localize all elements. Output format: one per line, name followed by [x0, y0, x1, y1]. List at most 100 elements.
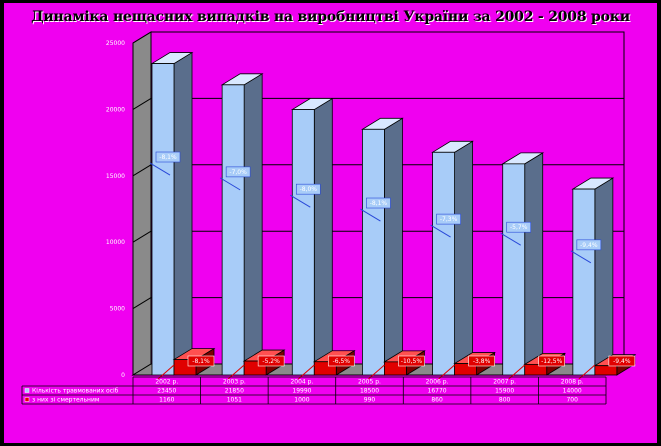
y-tick-label: 15000: [106, 173, 125, 180]
y-tick-label: 5000: [110, 306, 125, 313]
gridline-side: [132, 230, 152, 243]
bar-injured-3-front: [291, 109, 315, 376]
table-value-injured: 14000: [563, 388, 582, 395]
bar-injured-5-front: [432, 151, 455, 376]
change-label-text: -8,1%: [192, 358, 210, 365]
legend-label: з них зі смертельним: [32, 397, 99, 404]
bar-injured-6-side: [524, 152, 544, 376]
table-value-injured: 23450: [157, 388, 176, 395]
bar-injured-5: [431, 140, 474, 376]
y-tick-label: 0: [121, 372, 125, 379]
category-label: 2008 р.: [561, 379, 584, 386]
change-label-injured: -5,7%: [500, 221, 532, 246]
change-label-text: -9,4%: [580, 242, 598, 249]
gridline-side: [132, 97, 152, 110]
gridline-side: [132, 31, 152, 44]
change-label-box: [295, 183, 321, 195]
table-value-fatal: 700: [566, 397, 578, 404]
table-value-fatal: 1000: [294, 397, 309, 404]
y-tick-label: 10000: [106, 239, 125, 246]
table-value-fatal: 1051: [227, 397, 242, 404]
bar-fatal-6-front: [524, 363, 548, 376]
category-label: 2005 р.: [358, 379, 381, 386]
table-value-fatal: 800: [499, 397, 511, 404]
bar-injured-3-side: [313, 97, 333, 376]
bar-injured-7-side: [594, 177, 614, 376]
leader-line: [360, 208, 381, 222]
table-value-fatal: 860: [431, 397, 443, 404]
change-label-box: [436, 213, 461, 225]
change-label-box: [398, 355, 425, 367]
side-wall: [132, 31, 152, 376]
change-label-injured: -7,3%: [430, 213, 461, 238]
bar-injured-1: [150, 51, 194, 376]
change-label-text: -5,2%: [262, 358, 280, 365]
bar-injured-6-front: [502, 163, 526, 376]
bar-injured-4: [361, 117, 404, 376]
leader-line: [219, 177, 241, 191]
gridline-side: [132, 164, 152, 177]
change-label-box: [225, 166, 251, 178]
bar-injured-1-side: [173, 51, 193, 376]
bar-injured-2: [220, 73, 264, 376]
change-label-injured: -8,0%: [290, 183, 321, 208]
change-label-injured: -9,4%: [570, 239, 602, 264]
change-label-text: -3,8%: [473, 358, 491, 365]
change-label-box: [468, 355, 495, 367]
leader-line: [570, 250, 592, 264]
bar-injured-2-front: [221, 84, 245, 376]
change-label-text: -12,5%: [541, 358, 563, 365]
change-label-box: [506, 221, 532, 233]
change-label-injured: -8,1%: [149, 151, 181, 176]
y-tick-label: 20000: [106, 106, 125, 113]
leader-line: [430, 224, 451, 238]
bar-injured-1-front: [151, 63, 175, 376]
change-label-box: [608, 355, 636, 367]
bar-injured-7-front: [572, 188, 596, 376]
change-label-box: [538, 355, 566, 367]
change-label-text: -8,0%: [300, 186, 318, 193]
change-label-box: [576, 239, 602, 251]
category-label: 2007 р.: [493, 379, 516, 386]
bar-injured-4-front: [362, 128, 385, 376]
change-label-text: -8,1%: [159, 154, 177, 161]
bar-injured-7: [571, 177, 615, 376]
category-label: 2003 р.: [223, 379, 246, 386]
legend-key: [24, 388, 30, 393]
bar-injured-6: [501, 152, 545, 376]
leader-line: [500, 232, 521, 246]
table-value-injured: 15900: [495, 388, 514, 395]
change-label-text: -6,5%: [333, 358, 351, 365]
category-label: 2006 р.: [426, 379, 449, 386]
change-label-text: -8,1%: [370, 200, 388, 207]
change-label-box: [327, 355, 355, 367]
bar-injured-2-side: [243, 73, 263, 376]
bar-fatal-7-front: [594, 365, 618, 376]
bar-fatal-5-front: [454, 363, 477, 376]
table-value-injured: 21850: [225, 388, 244, 395]
gridline-side: [132, 297, 152, 310]
table-value-injured: 18500: [360, 388, 379, 395]
change-label-text: -5,7%: [510, 224, 528, 231]
table-value-injured: 19990: [292, 388, 311, 395]
bar-injured-3: [290, 97, 334, 376]
leader-line: [290, 194, 311, 208]
change-label-box: [187, 355, 215, 367]
legend-key: [24, 397, 30, 402]
category-label: 2004 р.: [290, 379, 313, 386]
change-label-box: [155, 151, 181, 163]
category-label: 2002 р.: [155, 379, 178, 386]
y-tick-label: 25000: [106, 40, 125, 47]
bar-injured-5-side: [454, 140, 473, 376]
change-label-injured: -8,1%: [360, 197, 391, 222]
change-label-text: -7,3%: [440, 216, 458, 223]
leader-line: [149, 162, 171, 176]
table-value-injured: 16770: [428, 388, 447, 395]
change-label-text: -9,4%: [613, 358, 631, 365]
legend-label: Кількість травмованих осіб: [32, 388, 119, 395]
change-label-text: -10,5%: [401, 358, 423, 365]
change-label-text: -7,0%: [229, 169, 247, 176]
change-label-box: [366, 197, 391, 209]
